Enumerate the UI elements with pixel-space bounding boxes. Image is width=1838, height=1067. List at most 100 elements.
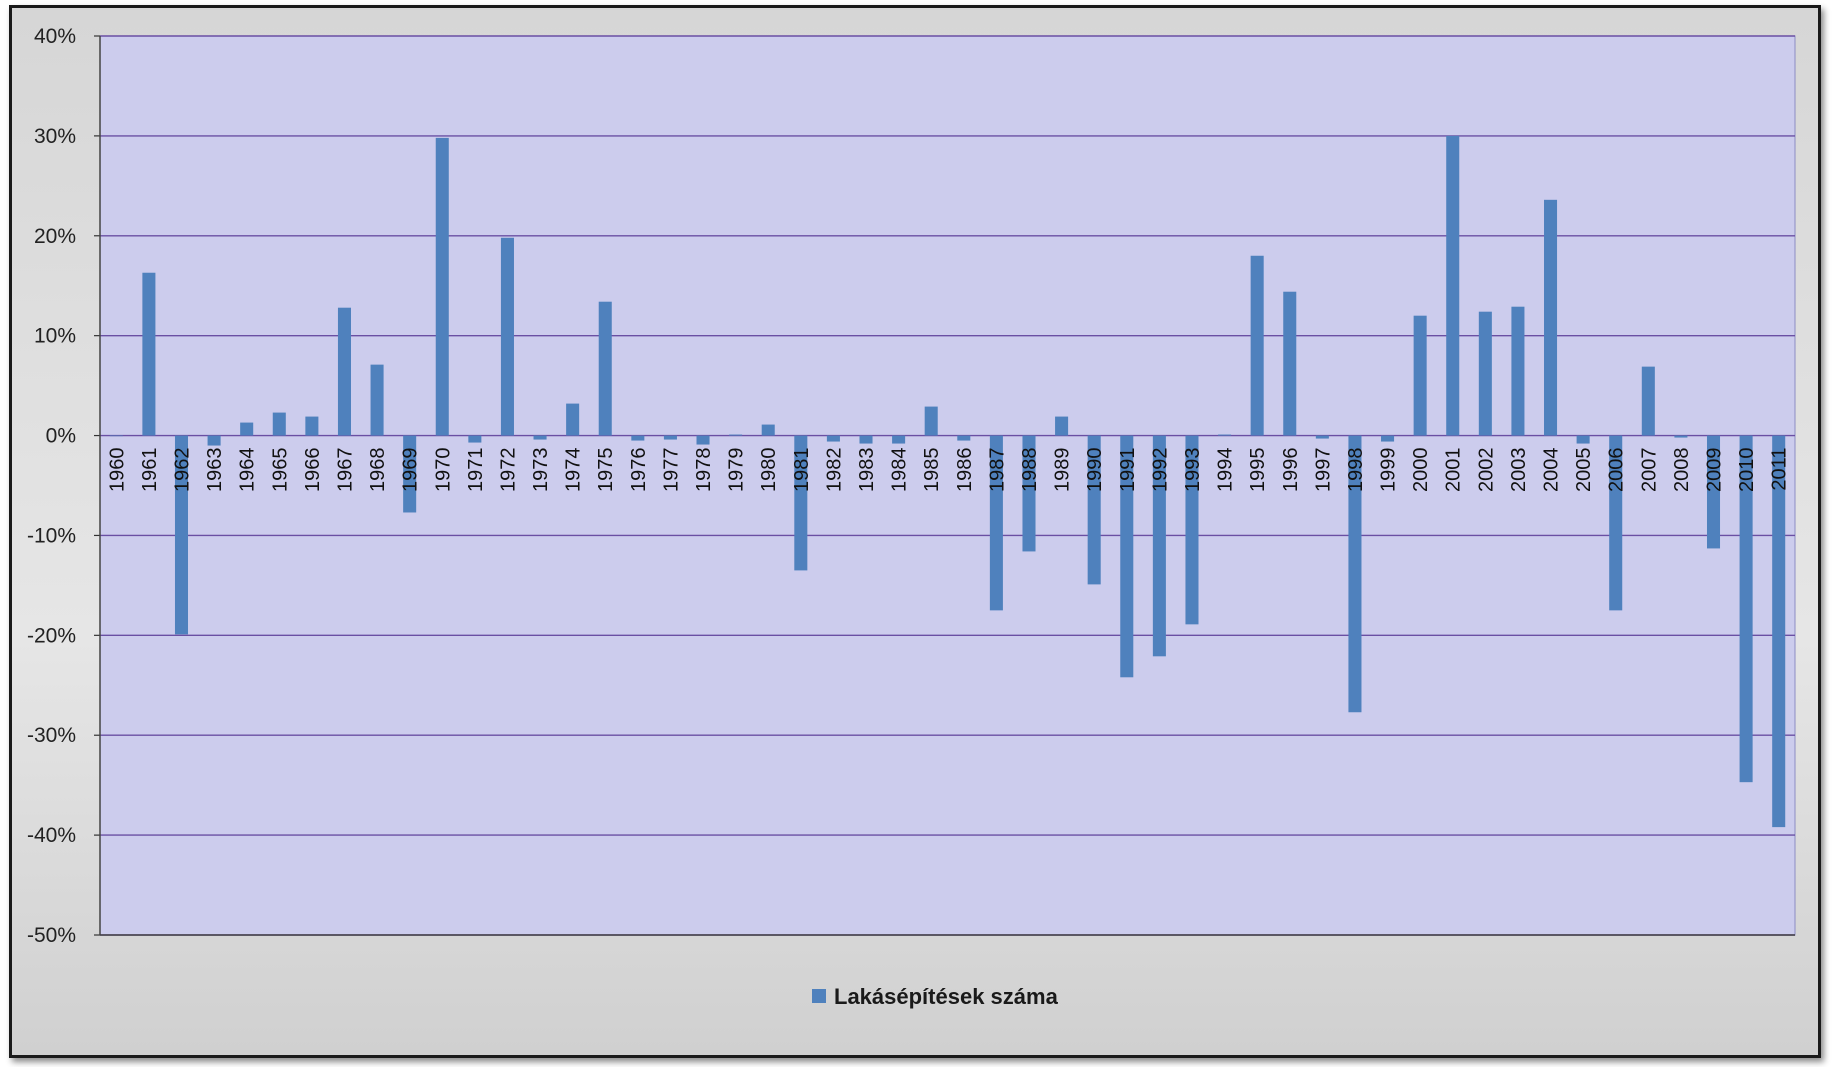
bar	[989, 435, 1003, 611]
x-tick-label: 1992	[1149, 448, 1171, 493]
bar-series	[109, 135, 1786, 828]
x-tick-label: 1968	[367, 448, 389, 493]
bar	[1706, 435, 1721, 549]
bar	[174, 435, 189, 635]
bar	[826, 435, 840, 442]
y-tick-label: -20%	[27, 624, 76, 647]
x-tick-label: 1993	[1182, 448, 1204, 493]
bar	[598, 301, 612, 436]
x-tick-label: 2006	[1606, 448, 1628, 493]
bar	[500, 237, 514, 436]
bar	[1055, 416, 1069, 436]
x-tick-label: 1971	[465, 448, 487, 493]
x-tick-label: 2000	[1410, 448, 1432, 493]
x-tick-label: 2002	[1475, 448, 1497, 493]
x-tick-label: 1983	[856, 448, 878, 493]
x-tick-label: 1999	[1378, 448, 1400, 493]
legend: Lakásépítések száma	[812, 984, 1059, 1009]
bar	[207, 435, 221, 446]
bar	[1315, 435, 1329, 439]
bar	[109, 435, 123, 437]
y-tick-label: 0%	[46, 425, 76, 448]
x-tick-label: 1995	[1247, 448, 1269, 493]
bar	[729, 434, 743, 436]
x-tick-label: 1973	[530, 448, 552, 493]
bar	[631, 435, 645, 441]
bar	[1348, 435, 1362, 713]
bar	[1185, 435, 1199, 625]
bar	[1641, 366, 1655, 436]
bar	[794, 435, 808, 571]
y-tick-label: -50%	[27, 924, 76, 947]
x-tick-label: 2010	[1736, 448, 1758, 493]
x-tick-label: 1975	[595, 448, 617, 493]
y-tick-label: 30%	[34, 125, 76, 148]
bar	[435, 137, 449, 436]
y-axis: 40% 30% 20% 10% 0% -10% -20% -30% -40% -50%	[27, 25, 100, 947]
bar	[663, 435, 677, 440]
bar	[566, 403, 580, 436]
bar	[337, 307, 351, 436]
bar	[1772, 435, 1786, 828]
x-tick-label: 1960	[106, 448, 128, 493]
bar	[892, 435, 906, 444]
x-tick-label: 2003	[1508, 448, 1530, 493]
bar	[1446, 135, 1460, 436]
bar	[1022, 435, 1036, 552]
plot-area	[99, 35, 1796, 936]
bar	[468, 435, 482, 443]
x-tick-label: 1979	[726, 448, 748, 493]
bar	[403, 435, 417, 513]
x-tick-label: 1978	[693, 448, 715, 493]
x-axis: 1960 1961 1962 1963 1964 1965 1966 1967 1968 1969…	[106, 448, 1790, 493]
legend-label: Lakásépítések száma	[834, 984, 1059, 1009]
x-tick-label: 1984	[889, 448, 911, 493]
x-tick-label: 1998	[1345, 448, 1367, 493]
bar	[272, 412, 286, 436]
legend-swatch	[812, 989, 826, 1003]
bar	[1250, 255, 1264, 436]
x-tick-label: 1970	[432, 448, 454, 493]
bar	[761, 424, 775, 436]
x-tick-label: 1988	[1019, 448, 1041, 493]
x-tick-label: 1986	[954, 448, 976, 493]
x-tick-label: 1965	[269, 448, 291, 493]
bar	[1674, 435, 1688, 438]
x-tick-label: 1997	[1312, 448, 1334, 493]
x-tick-label: 1987	[986, 448, 1008, 493]
bar	[1609, 435, 1623, 611]
bar	[142, 272, 156, 436]
bar	[1283, 291, 1297, 436]
bar	[1218, 434, 1232, 436]
x-tick-label: 1981	[791, 448, 813, 493]
bar	[1120, 435, 1134, 678]
y-tick-label: 40%	[34, 25, 76, 48]
x-tick-label: 2009	[1704, 448, 1726, 493]
x-tick-label: 2007	[1638, 448, 1660, 493]
x-tick-label: 1963	[204, 448, 226, 493]
x-tick-label: 1991	[1117, 448, 1139, 493]
y-tick-label: 10%	[34, 325, 76, 348]
x-tick-label: 1977	[660, 448, 682, 493]
x-tick-label: 2005	[1573, 448, 1595, 493]
x-tick-label: 1994	[1215, 448, 1237, 493]
x-tick-label: 1990	[1084, 448, 1106, 493]
bar	[1739, 435, 1753, 783]
x-tick-label: 1961	[139, 448, 161, 493]
x-tick-label: 1985	[921, 448, 943, 493]
x-tick-label: 1982	[823, 448, 845, 493]
x-tick-label: 1969	[400, 448, 422, 493]
y-tick-label: -40%	[27, 824, 76, 847]
bar	[370, 364, 384, 436]
x-tick-label: 1976	[628, 448, 650, 493]
bar	[1544, 199, 1558, 436]
bar	[1087, 435, 1101, 585]
x-tick-label: 1980	[758, 448, 780, 493]
x-tick-label: 2001	[1443, 448, 1465, 493]
x-tick-label: 1972	[497, 448, 519, 493]
bar	[696, 435, 710, 445]
bar	[305, 416, 319, 436]
y-tick-label: -30%	[27, 724, 76, 747]
x-tick-label: 1962	[171, 448, 193, 493]
